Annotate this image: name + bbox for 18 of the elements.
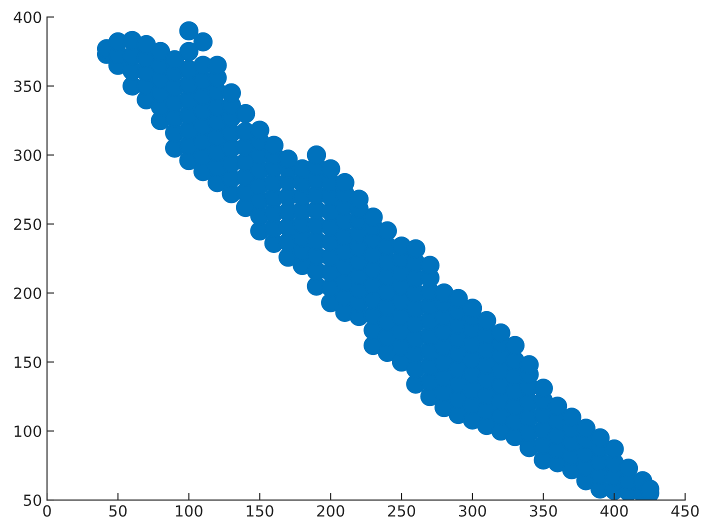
x-tick-label: 400 <box>600 505 628 517</box>
y-tick-label: 250 <box>14 218 42 230</box>
y-tick-label: 300 <box>14 149 42 162</box>
y-tick-label: 350 <box>14 80 42 92</box>
y-tick-label: 150 <box>14 356 42 368</box>
x-tick-label: 0 <box>43 505 51 517</box>
x-tick-label: 100 <box>176 505 202 517</box>
x-tick-label: 450 <box>671 505 699 517</box>
x-tick-label: 300 <box>459 505 486 517</box>
y-tick-label: 100 <box>14 425 42 438</box>
x-tick-label: 150 <box>246 505 274 517</box>
y-tick-label: 400 <box>14 11 42 24</box>
x-tick-label: 350 <box>530 505 557 517</box>
x-tick-label: 200 <box>317 505 344 517</box>
y-tick-label: 50 <box>24 494 42 506</box>
x-tick-label: 50 <box>109 505 127 517</box>
x-tick-label: 250 <box>388 505 416 517</box>
y-tick-label: 200 <box>14 287 42 300</box>
